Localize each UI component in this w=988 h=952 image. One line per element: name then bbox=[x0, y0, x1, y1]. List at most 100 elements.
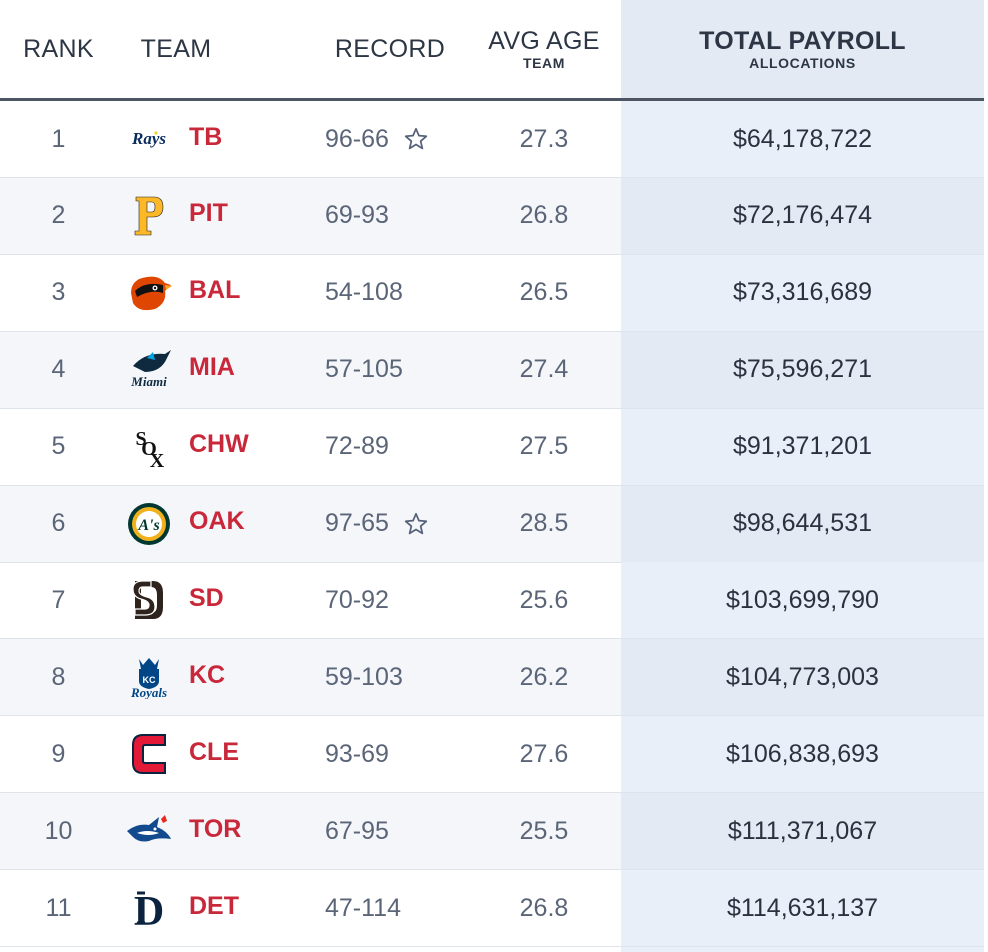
payroll-cell: $103,699,790 bbox=[621, 562, 984, 639]
team-abbr-link[interactable]: CLE bbox=[189, 716, 289, 792]
record-cell: 47-114 bbox=[325, 870, 475, 946]
record-cell: 72-89 bbox=[325, 409, 475, 485]
team-abbr-text: OAK bbox=[189, 507, 245, 535]
column-header-record[interactable]: RECORD bbox=[320, 0, 460, 98]
star-icon bbox=[403, 126, 429, 152]
avg-age-cell: 27.6 bbox=[519, 739, 569, 768]
team-abbr-link[interactable]: PIT bbox=[189, 178, 289, 254]
rank-header-label: RANK bbox=[23, 34, 94, 63]
record-text: 96-66 bbox=[325, 124, 389, 153]
column-header-team[interactable]: TEAM bbox=[118, 0, 234, 98]
record-cell: 70-92 bbox=[325, 562, 475, 638]
payroll-cell: $75,596,271 bbox=[621, 331, 984, 408]
team-abbr-link[interactable]: MIA bbox=[189, 332, 289, 408]
team-abbr-link[interactable]: BAL bbox=[189, 255, 289, 331]
record-cell: 67-95 bbox=[325, 793, 475, 869]
tigers-logo-icon: D bbox=[123, 870, 175, 946]
svg-text:KC: KC bbox=[143, 675, 156, 685]
table-row[interactable]: 4 Miami MIA 57-105 27.4 $75,596,271 bbox=[0, 331, 984, 409]
indians-logo-icon bbox=[123, 716, 175, 792]
team-abbr-text: CLE bbox=[189, 737, 239, 766]
payroll-cell: $111,371,067 bbox=[621, 793, 984, 870]
padres-logo-icon bbox=[123, 562, 175, 638]
team-abbr-link[interactable]: TOR bbox=[189, 793, 289, 869]
record-text: 57-105 bbox=[325, 355, 403, 384]
rank-cell: 9 bbox=[51, 739, 66, 768]
svg-text:O: O bbox=[141, 438, 157, 460]
column-header-rank[interactable]: RANK bbox=[0, 0, 117, 98]
pirates-logo-icon bbox=[123, 178, 175, 254]
rank-cell: 6 bbox=[51, 509, 66, 537]
table-row[interactable]: 5 S O X CHW 72-89 27.5 $91,371,201 bbox=[0, 408, 984, 486]
star-icon bbox=[403, 511, 429, 537]
team-abbr-link[interactable]: SD bbox=[189, 562, 289, 638]
team-abbr-link[interactable]: DET bbox=[189, 870, 289, 946]
avg-age-cell: 25.6 bbox=[519, 585, 569, 614]
record-cell: 93-69 bbox=[325, 716, 475, 792]
team-abbr-link[interactable]: KC bbox=[189, 639, 289, 715]
record-text: 69-93 bbox=[325, 201, 389, 230]
rank-cell: 3 bbox=[51, 278, 66, 307]
record-text: 67-95 bbox=[325, 816, 389, 845]
record-text: 59-103 bbox=[325, 662, 403, 691]
team-abbr-text: KC bbox=[189, 660, 226, 689]
rank-cell: 11 bbox=[45, 893, 72, 922]
record-header-label: RECORD bbox=[334, 34, 446, 63]
column-header-avg-age[interactable]: AVG AGE TEAM bbox=[474, 0, 614, 98]
table-row[interactable]: 9 CLE 93-69 27.6 $106,838,693 bbox=[0, 716, 984, 794]
table-row[interactable]: 2 PIT 69-93 26.8 $72,176,474 bbox=[0, 177, 984, 255]
svg-text:Rays: Rays bbox=[131, 129, 166, 148]
record-cell: 97-65 bbox=[325, 486, 475, 562]
table-row[interactable]: 3 BAL 54-108 26.5 $73,316,689 bbox=[0, 254, 984, 332]
payroll-cell: $64,178,722 bbox=[621, 101, 984, 177]
team-abbr-text: MIA bbox=[189, 353, 235, 382]
svg-text:X: X bbox=[150, 450, 165, 469]
team-abbr-text: BAL bbox=[189, 276, 241, 305]
total-payroll-header-label: TOTAL PAYROLL bbox=[699, 26, 906, 55]
record-text: 70-92 bbox=[325, 585, 389, 614]
rank-cell: 10 bbox=[44, 816, 73, 845]
header-divider bbox=[0, 98, 988, 101]
rank-cell: 1 bbox=[51, 124, 66, 153]
record-cell: 69-93 bbox=[325, 178, 475, 254]
table-edge bbox=[984, 0, 988, 952]
blue-jays-logo-icon bbox=[123, 793, 175, 869]
rank-cell: 2 bbox=[51, 201, 66, 230]
table-row[interactable]: 1 Rays TB 96-66 27.3 $64,178,722 bbox=[0, 101, 984, 178]
record-cell: 59-103 bbox=[325, 639, 475, 715]
avg-age-cell: 26.2 bbox=[519, 662, 569, 691]
column-header-total-payroll[interactable]: TOTAL PAYROLL ALLOCATIONS bbox=[621, 0, 984, 98]
team-abbr-link[interactable]: OAK bbox=[189, 486, 289, 562]
table-row[interactable]: 10 TOR 67-95 25.5 $111,371,067 bbox=[0, 793, 984, 871]
table-row[interactable]: 6 A's OAK 97-65 28.5 $98,644,531 bbox=[0, 485, 984, 563]
record-cell: 96-66 bbox=[325, 101, 475, 177]
avg-age-cell: 26.8 bbox=[519, 893, 569, 922]
avg-age-cell: 27.3 bbox=[519, 124, 569, 153]
team-abbr-link[interactable]: CHW bbox=[189, 409, 289, 485]
table-row[interactable]: 7 SD 70-92 25.6 $103,699,790 bbox=[0, 562, 984, 640]
payroll-cell: $98,644,531 bbox=[621, 485, 984, 562]
total-payroll-header-sublabel: ALLOCATIONS bbox=[749, 54, 856, 71]
svg-text:S: S bbox=[135, 428, 146, 450]
svg-text:A's: A's bbox=[137, 517, 159, 534]
record-cell: 57-105 bbox=[325, 332, 475, 408]
table-header: RANK TEAM RECORD AVG AGE TEAM TOTAL PAYR… bbox=[0, 0, 988, 101]
avg-age-cell: 26.8 bbox=[519, 201, 569, 230]
team-abbr-link[interactable]: TB bbox=[189, 101, 289, 177]
record-text: 97-65 bbox=[325, 509, 389, 537]
team-header-label: TEAM bbox=[140, 34, 212, 63]
team-abbr-text: TOR bbox=[189, 814, 242, 843]
team-abbr-text: DET bbox=[189, 891, 239, 920]
record-text: 47-114 bbox=[325, 893, 401, 922]
table-row[interactable]: 11 D DET 47-114 26.8 $114,631,137 bbox=[0, 870, 984, 947]
avg-age-cell: 27.5 bbox=[519, 432, 569, 461]
avg-age-header-label: AVG AGE bbox=[488, 26, 600, 55]
avg-age-cell: 26.5 bbox=[519, 278, 569, 307]
royals-logo-icon: KC Royals bbox=[123, 639, 175, 715]
avg-age-header-sublabel: TEAM bbox=[522, 54, 566, 71]
table-row[interactable]: 8 KC Royals KC 59-103 26.2 $104,773,003 bbox=[0, 639, 984, 717]
marlins-logo-icon: Miami bbox=[123, 332, 175, 408]
payroll-cell: $72,176,474 bbox=[621, 177, 984, 254]
team-abbr-text: SD bbox=[189, 583, 224, 612]
